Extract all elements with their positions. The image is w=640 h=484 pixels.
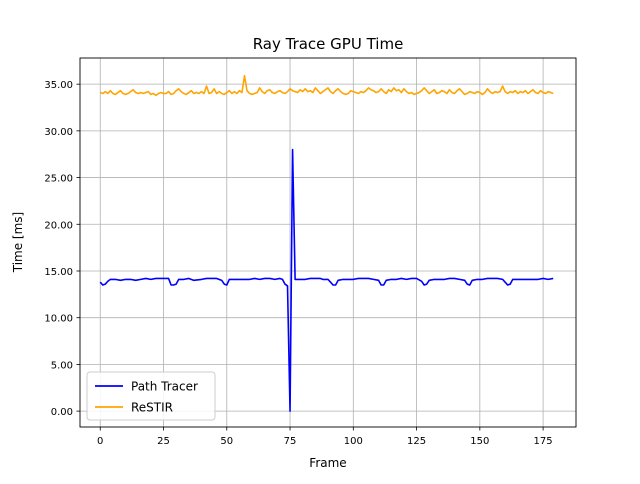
legend: Path Tracer ReSTIR bbox=[86, 371, 216, 421]
x-tick-label: 0 bbox=[97, 436, 103, 447]
legend-box bbox=[86, 371, 216, 421]
y-tick-label: 35.00 bbox=[44, 80, 73, 91]
x-tick-label: 100 bbox=[344, 436, 363, 447]
x-axis-label: Frame bbox=[309, 456, 346, 470]
y-tick-label: 25.00 bbox=[44, 174, 73, 185]
x-tick-label: 150 bbox=[470, 436, 489, 447]
y-tick-label: 5.00 bbox=[51, 360, 73, 371]
x-tick-label: 50 bbox=[220, 436, 233, 447]
y-tick-label: 15.00 bbox=[44, 267, 73, 278]
legend-label-path-tracer: Path Tracer bbox=[131, 380, 198, 394]
x-tick-label: 25 bbox=[157, 436, 170, 447]
y-tick-label: 20.00 bbox=[44, 220, 73, 231]
y-axis-label: Time [ms] bbox=[11, 212, 25, 274]
y-tick-label: 0.00 bbox=[51, 407, 73, 418]
axis-ticks: 0 25 50 75 100 125 150 175 0.00 5.00 10.00 15.00 20.… bbox=[44, 80, 552, 447]
x-tick-label: 75 bbox=[284, 436, 297, 447]
plot-area-frame bbox=[79, 57, 577, 428]
series-line-path-tracer bbox=[99, 148, 554, 412]
y-tick-label: 30.00 bbox=[44, 127, 73, 138]
legend-label-restir: ReSTIR bbox=[131, 401, 173, 415]
x-tick-label: 175 bbox=[534, 436, 553, 447]
series-line-restir bbox=[99, 74, 554, 97]
chart-title: Ray Trace GPU Time bbox=[253, 35, 404, 53]
y-tick-label: 10.00 bbox=[44, 314, 73, 325]
x-tick-label: 125 bbox=[407, 436, 426, 447]
series-lines bbox=[99, 74, 554, 412]
